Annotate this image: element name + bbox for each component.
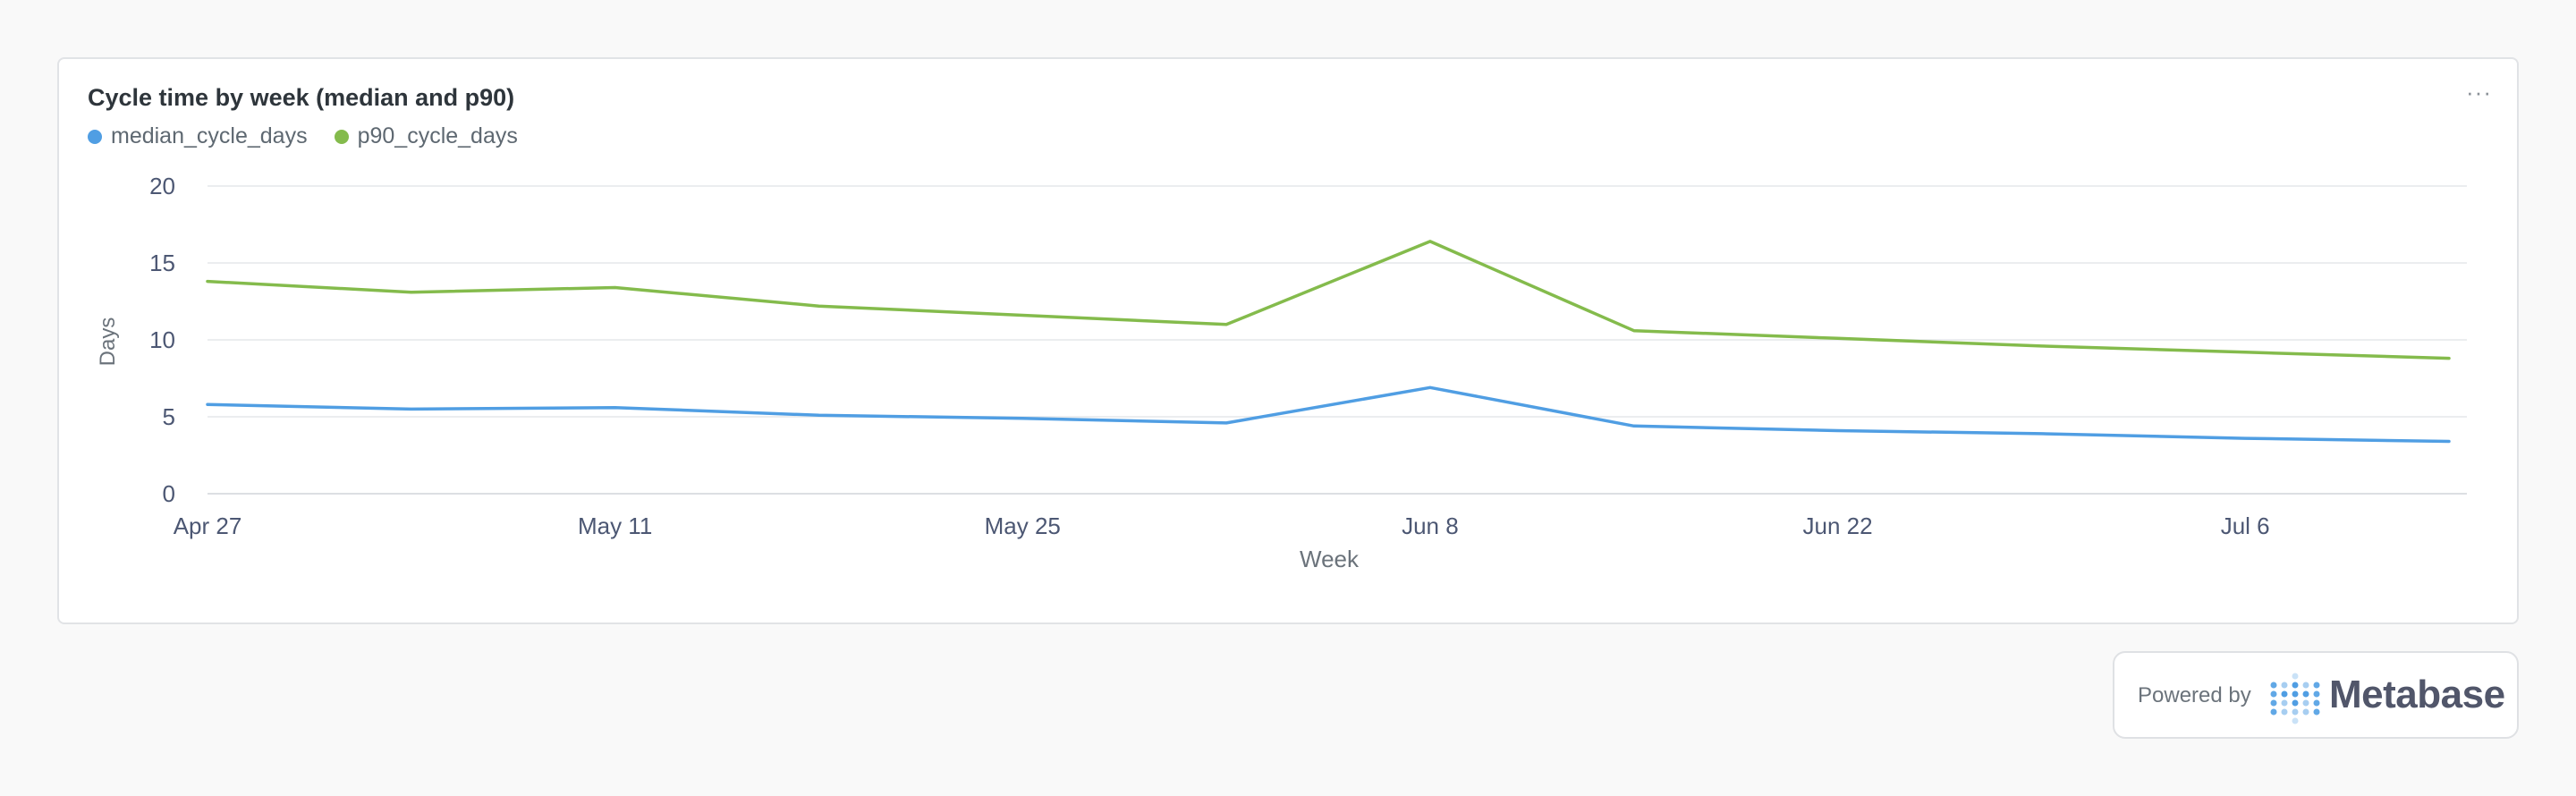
metabase-logo-icon [2270,673,2320,724]
chart-card: Cycle time by week (median and p90) ··· … [57,57,2519,624]
y-axis-ticks: 0 5 10 15 20 [149,173,175,507]
chart-legend: median_cycle_days p90_cycle_days [88,123,518,149]
legend-label-median: median_cycle_days [111,123,308,148]
legend-item-median[interactable]: median_cycle_days [88,123,308,149]
x-tick-label: May 11 [578,512,652,539]
legend-label-p90: p90_cycle_days [357,123,518,148]
y-tick-label: 10 [149,326,175,353]
powered-by-text: Powered by [2138,683,2251,707]
y-tick-label: 15 [149,250,175,276]
series-line-median_cycle_days[interactable] [206,385,2451,444]
grid-lines [208,185,2467,495]
metabase-wordmark: Metabase [2329,673,2505,716]
series-line-p90_cycle_days[interactable] [206,240,2451,360]
more-options-icon[interactable]: ··· [2466,79,2492,106]
x-tick-label: May 25 [985,512,1061,539]
y-tick-label: 20 [149,173,175,199]
legend-dot-p90 [334,129,349,144]
x-axis-ticks: Apr 27 May 11 May 25 Jun 8 Jun 22 Jul 6 [174,512,2270,539]
series-lines [206,240,2451,444]
x-tick-label: Jul 6 [2221,512,2270,539]
powered-by-badge[interactable]: Powered by Metabase [2113,651,2519,739]
y-tick-label: 5 [163,403,175,430]
y-tick-label: 0 [163,480,175,507]
chart-title[interactable]: Cycle time by week (median and p90) [88,84,515,111]
y-axis-label: Days [96,318,120,367]
legend-item-p90[interactable]: p90_cycle_days [334,123,518,149]
legend-dot-median [88,129,102,144]
line-chart: 0 5 10 15 20 Apr 27 May 11 May 25 Jun 8 Jun 22 Ju… [96,173,2467,572]
x-tick-label: Jun 8 [1402,512,1459,539]
x-axis-label: Week [1300,546,1360,572]
x-tick-label: Jun 22 [1803,512,1873,539]
x-tick-label: Apr 27 [174,512,242,539]
